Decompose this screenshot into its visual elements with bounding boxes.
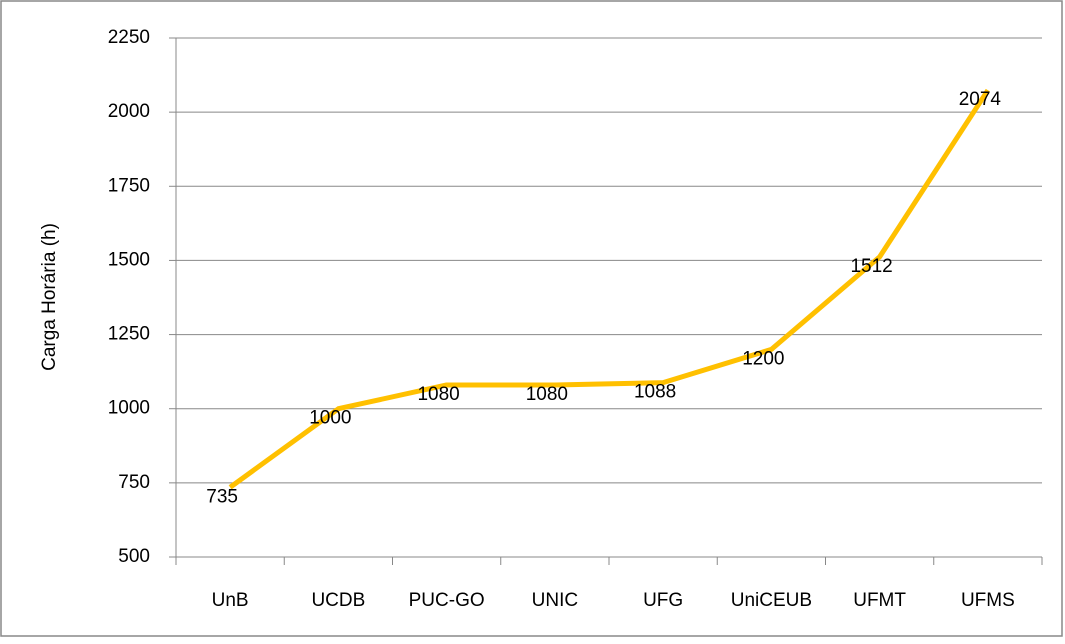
x-tick-label: UFMS	[961, 590, 1015, 611]
y-tick-label: 1750	[108, 175, 150, 196]
data-label: 735	[206, 486, 238, 507]
x-tick-label: UFG	[643, 590, 683, 611]
data-label: 1512	[850, 256, 892, 277]
x-tick-label: UniCEUB	[731, 590, 812, 611]
y-tick-label: 750	[118, 472, 150, 493]
data-label: 1000	[309, 408, 351, 429]
x-tick-label: UnB	[212, 590, 249, 611]
y-tick-label: 2250	[108, 27, 150, 48]
data-label: 1080	[526, 384, 568, 405]
data-label: 2074	[959, 89, 1002, 110]
x-tick-label: PUC-GO	[409, 590, 485, 611]
y-tick-label: 1500	[108, 249, 150, 270]
data-label: 1200	[742, 348, 784, 369]
data-label: 1080	[417, 384, 459, 405]
x-tick-label: UFMT	[853, 590, 906, 611]
y-tick-label: 1250	[108, 324, 150, 345]
y-axis-label: Carga Horária (h)	[39, 223, 60, 371]
data-label: 1088	[634, 382, 676, 403]
y-tick-label: 2000	[108, 101, 150, 122]
x-tick-label: UNIC	[532, 590, 578, 611]
line	[228, 88, 990, 490]
y-tick-label: 500	[118, 546, 150, 567]
y-tick-label: 1000	[108, 398, 150, 419]
x-tick-label: UCDB	[311, 590, 365, 611]
